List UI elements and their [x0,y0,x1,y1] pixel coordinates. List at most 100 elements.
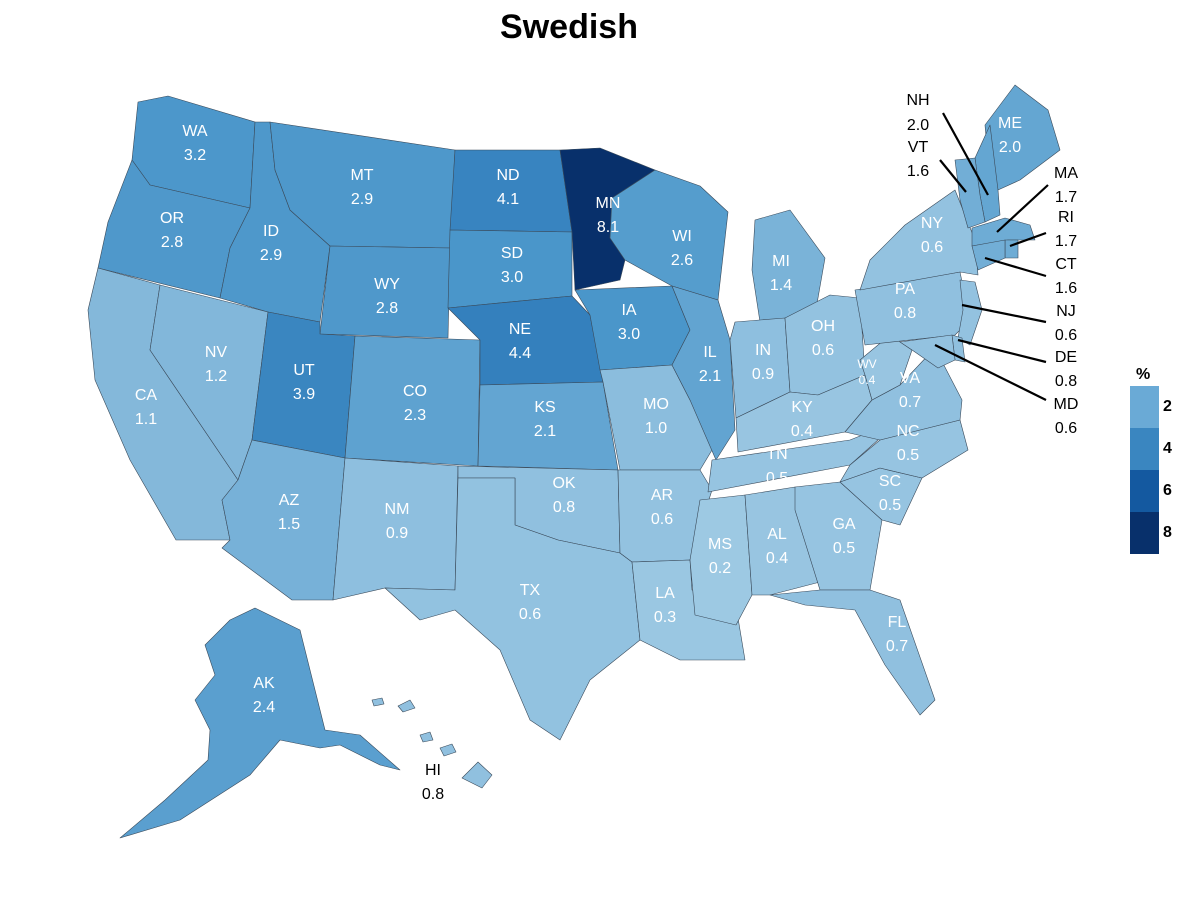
legend-swatch [1130,512,1159,554]
state-wy [319,245,451,339]
state-abbr-co: CO [403,383,427,400]
state-abbr-mi: MI [772,253,790,270]
legend-row: 4 [1130,428,1190,470]
state-abbr-wv: WV [857,357,876,371]
state-value-ma: 1.7 [1055,189,1077,206]
state-value-id: 2.9 [260,247,282,264]
state-value-ms: 0.2 [709,560,731,577]
state-value-mt: 2.9 [351,191,373,208]
state-value-nh: 2.0 [907,117,929,134]
state-value-la: 0.3 [654,609,676,626]
state-abbr-in: IN [755,342,771,359]
state-value-ar: 0.6 [651,511,673,528]
state-abbr-ny: NY [921,215,944,232]
state-value-tn: 0.5 [766,470,788,487]
state-labels: WA 3.2 OR 2.8 CA 1.1 NV 1.2 ID 2.9 MT 2.9 WY 2.8 UT 3.9… [135,92,1079,803]
state-value-de: 0.8 [1055,373,1077,390]
state-value-ks: 2.1 [534,423,556,440]
state-value-az: 1.5 [278,516,300,533]
state-abbr-nc: NC [896,423,919,440]
state-abbr-pa: PA [895,281,915,298]
leader-line-ct [984,256,1047,278]
state-abbr-or: OR [160,210,184,227]
state-abbr-ok: OK [552,475,575,492]
state-value-sc: 0.5 [879,497,901,514]
state-value-co: 2.3 [404,407,426,424]
state-value-nc: 0.5 [897,447,919,464]
state-value-hi: 0.8 [422,786,444,803]
legend-label: 4 [1163,440,1172,457]
state-abbr-ar: AR [651,487,673,504]
legend-label: 2 [1163,398,1172,415]
legend-label: 8 [1163,524,1172,541]
state-value-nd: 4.1 [497,191,519,208]
state-abbr-tn: TN [766,446,787,463]
state-abbr-va: VA [900,370,920,387]
leader-lines [934,112,1049,401]
state-tx [384,477,641,741]
state-value-pa: 0.8 [894,305,916,322]
state-value-ak: 2.4 [253,699,275,716]
state-value-nv: 1.2 [205,368,227,385]
state-value-sd: 3.0 [501,269,523,286]
state-abbr-ut: UT [293,362,315,379]
state-value-ut: 3.9 [293,386,315,403]
state-abbr-la: LA [655,585,675,602]
leader-line-vt [939,159,967,193]
state-abbr-me: ME [998,115,1022,132]
state-tn [707,427,881,493]
legend-swatch [1130,470,1159,512]
state-abbr-sd: SD [501,245,523,262]
state-value-mo: 1.0 [645,420,667,437]
state-nj [957,279,983,346]
state-abbr-wa: WA [182,123,208,140]
state-value-ri: 1.7 [1055,233,1077,250]
state-value-fl: 0.7 [886,638,908,655]
state-value-wv: 0.4 [859,373,876,387]
state-value-me: 2.0 [999,139,1021,156]
state-ct [971,239,1006,271]
state-vt [954,157,986,229]
state-abbr-hi: HI [425,762,441,779]
state-value-il: 2.1 [699,368,721,385]
legend-row: 6 [1130,470,1190,512]
state-md [899,334,956,369]
state-value-ok: 0.8 [553,499,575,516]
state-abbr-md: MD [1054,396,1079,413]
state-abbr-nj: NJ [1056,303,1076,320]
state-value-vt: 1.6 [907,163,929,180]
state-abbr-wy: WY [374,276,400,293]
state-value-wy: 2.8 [376,300,398,317]
legend-scale: 2 4 6 8 [1130,386,1190,554]
state-abbr-ca: CA [135,387,158,404]
state-abbr-ks: KS [534,399,555,416]
state-value-ky: 0.4 [791,423,813,440]
state-abbr-ga: GA [832,516,855,533]
state-abbr-mn: MN [596,195,621,212]
state-abbr-ri: RI [1058,209,1074,226]
state-abbr-ma: MA [1054,165,1078,182]
state-shapes [87,84,1061,839]
state-abbr-mo: MO [643,396,669,413]
state-abbr-nd: ND [496,167,519,184]
leader-line-ma [996,184,1049,233]
state-value-wa: 3.2 [184,147,206,164]
legend-title: % [1136,366,1151,383]
state-abbr-de: DE [1055,349,1077,366]
state-abbr-ia: IA [621,302,636,319]
state-value-md: 0.6 [1055,420,1077,437]
state-hi [371,697,493,789]
state-value-al: 0.4 [766,550,788,567]
legend: % 2 4 6 8 [1130,364,1190,554]
state-value-ia: 3.0 [618,326,640,343]
state-abbr-tx: TX [520,582,541,599]
state-value-ca: 1.1 [135,411,157,428]
state-abbr-il: IL [703,344,716,361]
state-value-oh: 0.6 [812,342,834,359]
state-abbr-ct: CT [1055,256,1077,273]
state-value-mn: 8.1 [597,219,619,236]
state-value-or: 2.8 [161,234,183,251]
state-abbr-ky: KY [791,399,813,416]
state-co [344,335,481,467]
